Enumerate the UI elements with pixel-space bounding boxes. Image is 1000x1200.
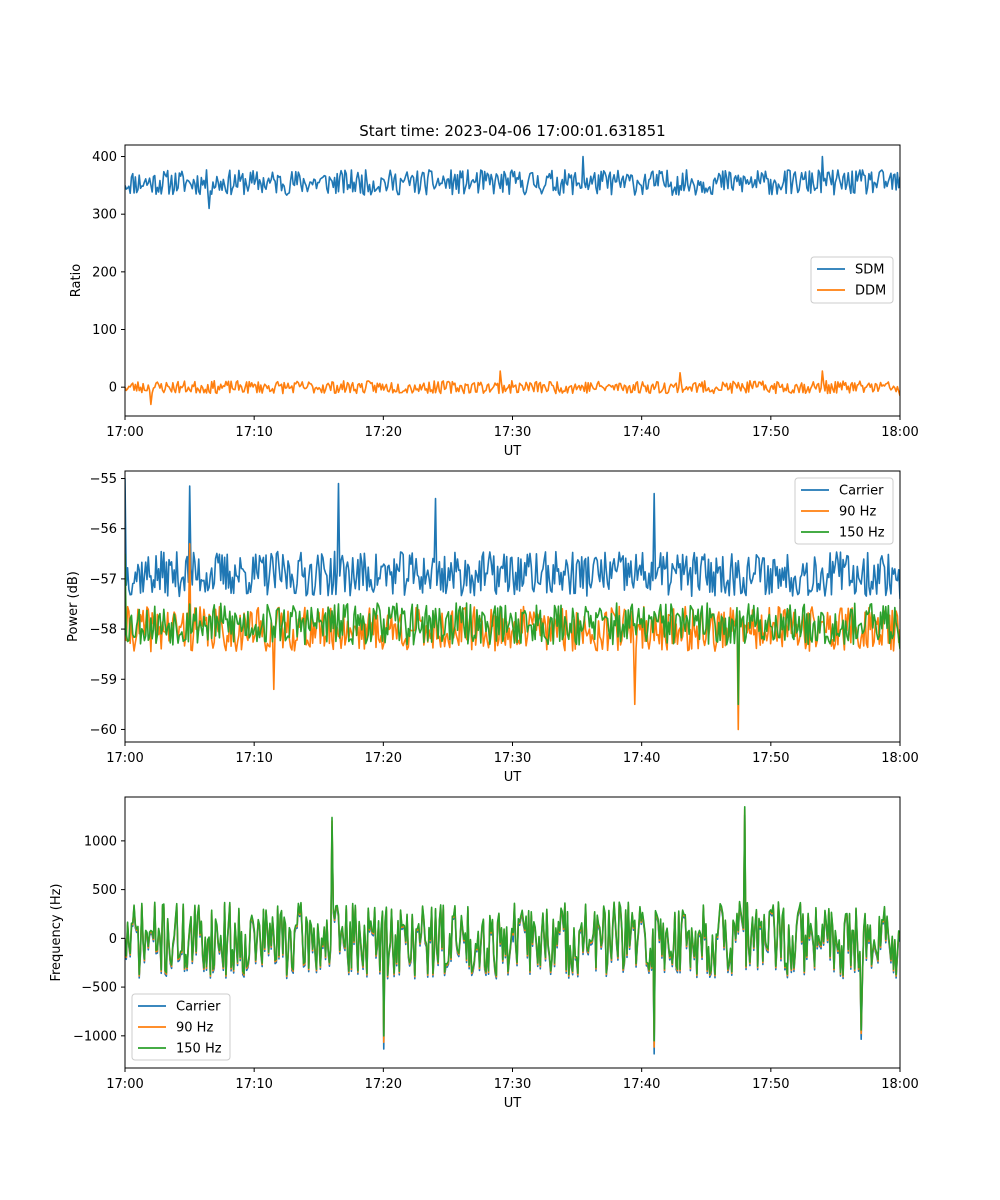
x-tick-label: 18:00	[881, 425, 918, 440]
x-tick-label: 17:50	[752, 425, 789, 440]
x-tick-label: 17:40	[623, 425, 660, 440]
series-line-sdm	[125, 155, 900, 210]
legend-box	[131, 993, 231, 1061]
x-tick-label: 17:40	[623, 1077, 660, 1092]
power-panel: 17:00 17:10 17:20 17:30 17:40 17:50 18:00 UT −55…	[66, 470, 919, 785]
legend: Carrier 90 Hz 150 Hz	[131, 993, 231, 1061]
y-tick-label: 0	[109, 932, 117, 947]
legend-label-150-hz: 150 Hz	[176, 1042, 222, 1057]
x-tick-label: 18:00	[881, 1077, 918, 1092]
x-tick-label: 17:30	[494, 1077, 531, 1092]
y-tick-label: 0	[109, 381, 117, 396]
x-tick-label: 17:40	[623, 751, 660, 766]
legend-label-sdm: SDM	[855, 263, 884, 278]
x-axis-label: UT	[504, 770, 522, 785]
x-tick-label: 17:00	[106, 1077, 143, 1092]
y-tick-label: −57	[90, 572, 117, 587]
x-tick-label: 17:10	[235, 425, 272, 440]
y-axis-label: Frequency (Hz)	[49, 883, 64, 981]
legend-label-150-hz: 150 Hz	[839, 526, 885, 541]
series-line-ddm	[125, 370, 900, 406]
figure-title: Start time: 2023-04-06 17:00:01.631851	[359, 122, 665, 140]
series-group	[125, 478, 900, 731]
y-tick-label: 300	[92, 208, 117, 223]
x-axis-label: UT	[504, 1096, 522, 1111]
legend-label-carrier: Carrier	[839, 484, 884, 499]
y-tick-label: −55	[90, 472, 117, 487]
ratio-panel: 17:00 17:10 17:20 17:30 17:40 17:50 18:00 UT 0 10…	[69, 144, 919, 459]
y-tick-label: −56	[90, 522, 117, 537]
y-axis-label: Power (dB)	[66, 571, 81, 642]
legend-label-90-hz: 90 Hz	[839, 505, 876, 520]
legend-label-carrier: Carrier	[176, 1000, 221, 1015]
y-tick-label: 200	[92, 265, 117, 280]
x-tick-label: 17:00	[106, 751, 143, 766]
legend-label-90-hz: 90 Hz	[176, 1021, 213, 1036]
x-tick-label: 17:50	[752, 1077, 789, 1092]
series-group	[125, 805, 900, 1055]
x-axis-label: UT	[504, 444, 522, 459]
x-tick-label: 17:20	[365, 1077, 402, 1092]
series-line-carrier	[125, 478, 900, 600]
y-tick-label: −60	[90, 723, 117, 738]
x-tick-label: 17:30	[494, 751, 531, 766]
x-tick-label: 17:30	[494, 425, 531, 440]
series-group	[125, 155, 900, 406]
y-tick-label: 100	[92, 323, 117, 338]
y-tick-label: 500	[92, 883, 117, 898]
y-tick-label: 1000	[84, 834, 117, 849]
x-tick-label: 18:00	[881, 751, 918, 766]
series-line-150-hz	[125, 553, 900, 706]
x-tick-label: 17:20	[365, 751, 402, 766]
x-tick-label: 17:00	[106, 425, 143, 440]
y-tick-label: −58	[90, 623, 117, 638]
frequency-panel: 17:00 17:10 17:20 17:30 17:40 17:50 18:00 UT 100…	[49, 796, 919, 1111]
y-tick-label: −500	[81, 981, 117, 996]
x-tick-label: 17:10	[235, 1077, 272, 1092]
x-tick-label: 17:10	[235, 751, 272, 766]
legend: Carrier 90 Hz 150 Hz	[794, 477, 894, 545]
x-tick-label: 17:50	[752, 751, 789, 766]
legend-box	[794, 477, 894, 545]
y-tick-label: 400	[92, 150, 117, 165]
legend-label-ddm: DDM	[855, 284, 886, 299]
legend: SDM DDM	[810, 256, 894, 304]
series-line-150-hz	[125, 805, 900, 1042]
x-tick-label: 17:20	[365, 425, 402, 440]
y-axis-label: Ratio	[69, 264, 84, 297]
y-tick-label: −59	[90, 673, 117, 688]
y-tick-label: −1000	[73, 1029, 117, 1044]
